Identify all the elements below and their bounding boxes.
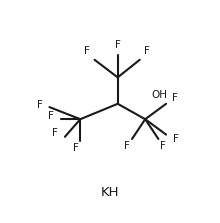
Text: OH: OH: [152, 90, 168, 100]
Text: KH: KH: [101, 186, 119, 199]
Text: F: F: [115, 41, 121, 50]
Text: F: F: [124, 140, 129, 151]
Text: F: F: [173, 134, 179, 144]
Text: F: F: [144, 46, 150, 56]
Text: F: F: [84, 46, 90, 56]
Text: F: F: [52, 128, 58, 138]
Text: F: F: [73, 143, 79, 153]
Text: F: F: [172, 93, 178, 103]
Text: F: F: [48, 111, 54, 121]
Text: F: F: [37, 100, 43, 110]
Text: F: F: [160, 140, 166, 151]
